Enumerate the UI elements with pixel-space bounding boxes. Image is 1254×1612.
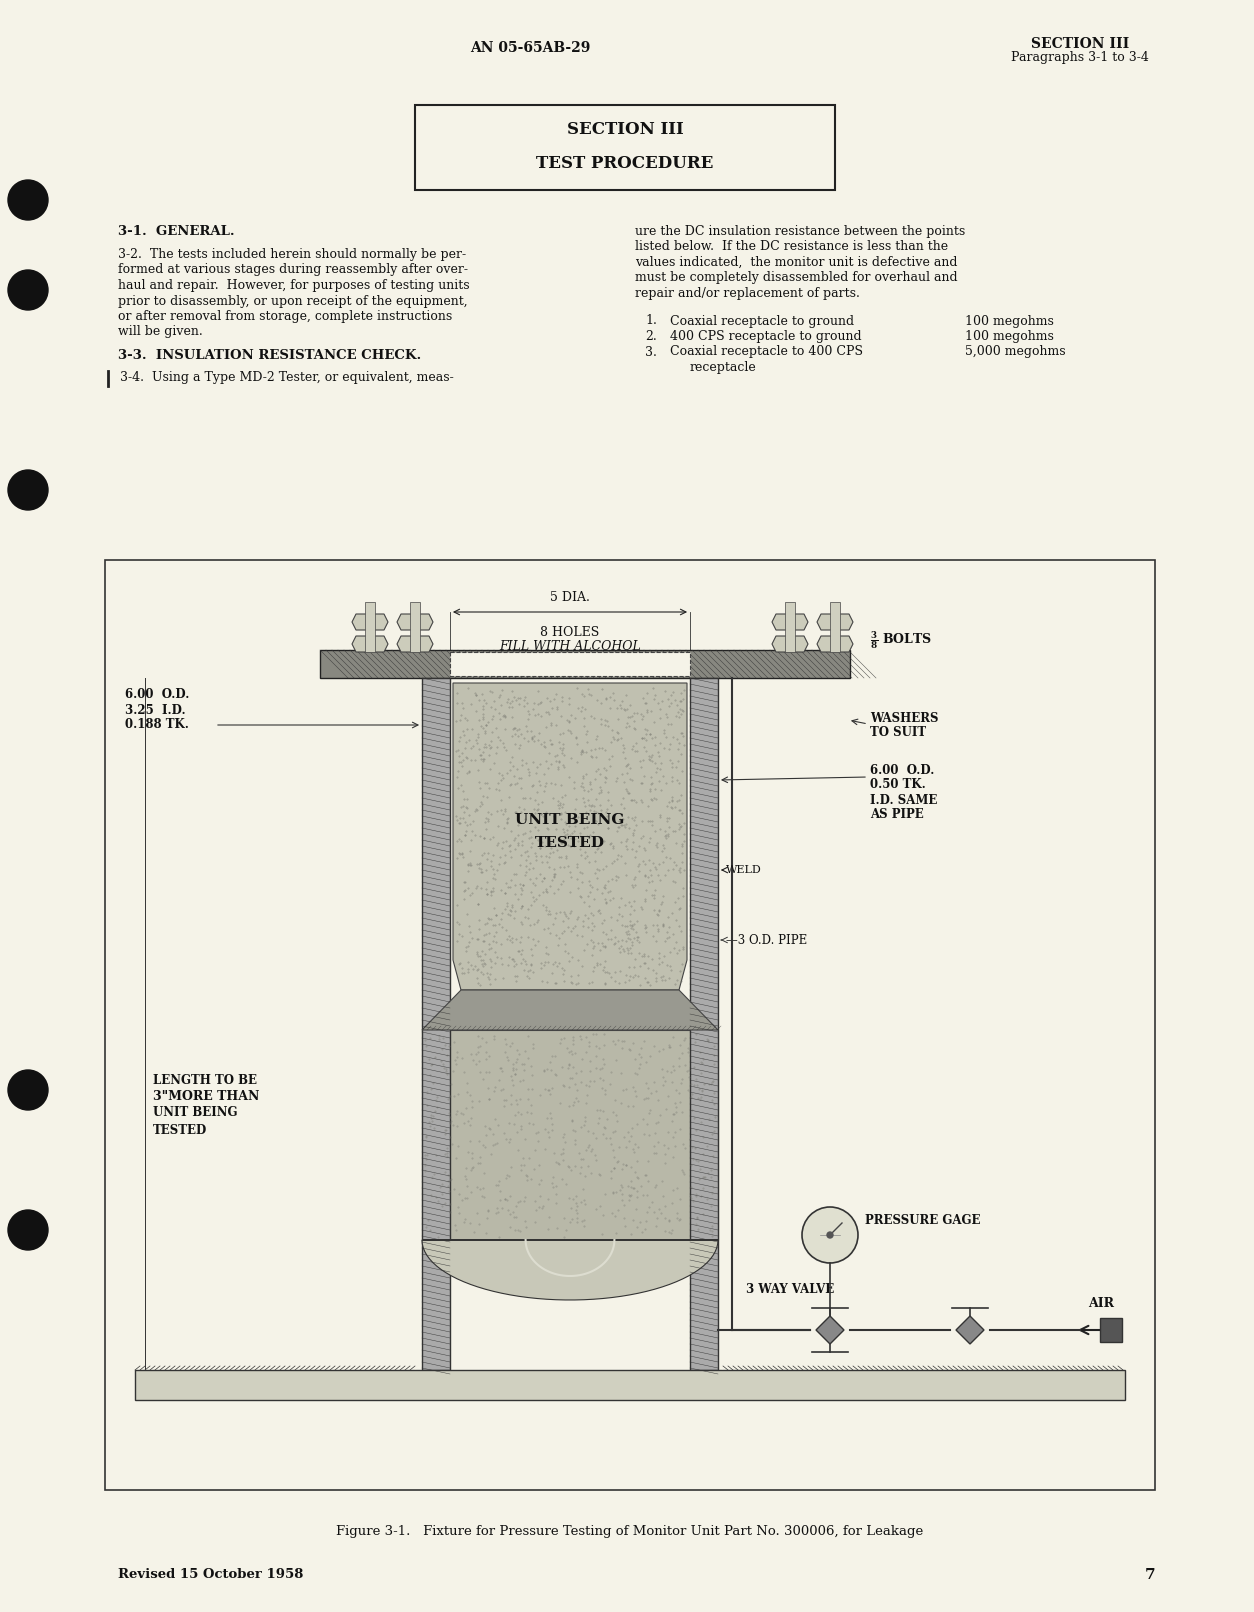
Text: 100 megohms: 100 megohms xyxy=(966,330,1053,343)
Polygon shape xyxy=(423,1240,719,1299)
Text: must be completely disassembled for overhaul and: must be completely disassembled for over… xyxy=(635,271,958,284)
Circle shape xyxy=(8,269,48,310)
Text: 5,000 megohms: 5,000 megohms xyxy=(966,345,1066,358)
Bar xyxy=(320,650,850,679)
Text: 3.: 3. xyxy=(645,345,657,358)
Text: —GASKET: —GASKET xyxy=(729,658,791,671)
Text: repair and/or replacement of parts.: repair and/or replacement of parts. xyxy=(635,287,860,300)
Bar xyxy=(423,679,450,1370)
Bar xyxy=(423,1030,719,1240)
Text: SECTION III: SECTION III xyxy=(1031,37,1129,52)
Bar xyxy=(1100,1319,1122,1343)
Text: 3"MORE THAN: 3"MORE THAN xyxy=(153,1090,260,1103)
Text: formed at various stages during reassembly after over-: formed at various stages during reassemb… xyxy=(118,263,468,277)
Circle shape xyxy=(8,181,48,219)
Text: receptacle: receptacle xyxy=(690,361,756,374)
Text: 3-1.  GENERAL.: 3-1. GENERAL. xyxy=(118,226,234,239)
Bar xyxy=(830,601,840,651)
Text: 5 DIA.: 5 DIA. xyxy=(551,592,589,604)
Text: LENGTH TO BE: LENGTH TO BE xyxy=(153,1074,257,1086)
Text: TESTED: TESTED xyxy=(535,837,604,850)
Text: TEST PROCEDURE: TEST PROCEDURE xyxy=(537,155,714,171)
Text: TESTED: TESTED xyxy=(153,1124,207,1136)
Circle shape xyxy=(8,1070,48,1111)
Text: AS PIPE: AS PIPE xyxy=(870,809,924,822)
Text: 2.: 2. xyxy=(645,330,657,343)
Text: WASHERS: WASHERS xyxy=(870,711,938,724)
Text: prior to disassembly, or upon receipt of the equipment,: prior to disassembly, or upon receipt of… xyxy=(118,295,468,308)
Circle shape xyxy=(8,1211,48,1249)
Polygon shape xyxy=(818,614,853,630)
Polygon shape xyxy=(772,614,808,630)
Text: WELD: WELD xyxy=(726,866,761,875)
Text: Revised 15 October 1958: Revised 15 October 1958 xyxy=(118,1568,303,1581)
Polygon shape xyxy=(398,637,433,651)
Text: SECTION III: SECTION III xyxy=(567,121,683,139)
Text: —FLAT PLATE: —FLAT PLATE xyxy=(756,1378,849,1391)
Text: 8 HOLES: 8 HOLES xyxy=(540,625,599,638)
Text: WELD: WELD xyxy=(599,1378,641,1391)
Text: 3-3.  INSULATION RESISTANCE CHECK.: 3-3. INSULATION RESISTANCE CHECK. xyxy=(118,350,421,363)
Text: 100 megohms: 100 megohms xyxy=(966,314,1053,327)
Bar xyxy=(690,679,719,1370)
Text: AIR: AIR xyxy=(1088,1298,1114,1311)
Bar xyxy=(410,601,420,651)
Text: PRESSURE GAGE: PRESSURE GAGE xyxy=(865,1214,981,1227)
Text: will be given.: will be given. xyxy=(118,326,203,339)
Bar xyxy=(365,601,375,651)
Polygon shape xyxy=(816,1315,844,1344)
Text: $\mathregular{\frac{3}{8}}$ BOLTS: $\mathregular{\frac{3}{8}}$ BOLTS xyxy=(870,629,932,651)
Text: Figure 3-1.   Fixture for Pressure Testing of Monitor Unit Part No. 300006, for : Figure 3-1. Fixture for Pressure Testing… xyxy=(336,1525,924,1538)
Polygon shape xyxy=(818,637,853,651)
Text: TO SUIT: TO SUIT xyxy=(870,725,927,738)
Bar xyxy=(105,559,1155,1489)
Text: AN 05-65AB-29: AN 05-65AB-29 xyxy=(470,40,591,55)
Polygon shape xyxy=(772,637,808,651)
Text: UNIT BEING: UNIT BEING xyxy=(515,812,624,827)
Text: 7: 7 xyxy=(1145,1568,1155,1581)
Circle shape xyxy=(8,471,48,509)
Text: or after removal from storage, complete instructions: or after removal from storage, complete … xyxy=(118,310,453,322)
Polygon shape xyxy=(352,614,387,630)
Bar xyxy=(785,601,795,651)
Text: Paragraphs 3-1 to 3-4: Paragraphs 3-1 to 3-4 xyxy=(1011,52,1149,64)
Polygon shape xyxy=(398,614,433,630)
Text: 6.00  O.D.: 6.00 O.D. xyxy=(870,764,934,777)
Circle shape xyxy=(803,1207,858,1262)
Text: 3 WAY VALVE: 3 WAY VALVE xyxy=(746,1283,834,1296)
Text: 400 CPS receptacle to ground: 400 CPS receptacle to ground xyxy=(670,330,861,343)
Text: haul and repair.  However, for purposes of testing units: haul and repair. However, for purposes o… xyxy=(118,279,470,292)
Text: 3-2.  The tests included herein should normally be per-: 3-2. The tests included herein should no… xyxy=(118,248,466,261)
Text: Coaxial receptacle to 400 CPS: Coaxial receptacle to 400 CPS xyxy=(670,345,863,358)
Text: I.D. SAME: I.D. SAME xyxy=(870,793,938,806)
Polygon shape xyxy=(423,990,719,1030)
Text: 6.00  O.D.: 6.00 O.D. xyxy=(125,688,189,701)
Text: 0.50 TK.: 0.50 TK. xyxy=(870,779,925,791)
Text: 3.25  I.D.: 3.25 I.D. xyxy=(125,703,186,716)
Bar xyxy=(135,1370,1125,1399)
Text: FILL WITH ALCOHOL: FILL WITH ALCOHOL xyxy=(474,640,641,661)
Text: Coaxial receptacle to ground: Coaxial receptacle to ground xyxy=(670,314,854,327)
Polygon shape xyxy=(352,637,387,651)
Text: 0.188 TK.: 0.188 TK. xyxy=(125,719,189,732)
Polygon shape xyxy=(956,1315,984,1344)
Text: UNIT BEING: UNIT BEING xyxy=(153,1106,237,1119)
Text: values indicated,  the monitor unit is defective and: values indicated, the monitor unit is de… xyxy=(635,256,958,269)
Text: 1.: 1. xyxy=(645,314,657,327)
Bar xyxy=(450,651,690,675)
Text: ure the DC insulation resistance between the points: ure the DC insulation resistance between… xyxy=(635,226,966,239)
Text: 3-4.  Using a Type MD-2 Tester, or equivalent, meas-: 3-4. Using a Type MD-2 Tester, or equiva… xyxy=(120,371,454,384)
Circle shape xyxy=(826,1232,833,1238)
Text: listed below.  If the DC resistance is less than the: listed below. If the DC resistance is le… xyxy=(635,240,948,253)
Bar xyxy=(415,105,835,190)
Polygon shape xyxy=(453,683,687,990)
Text: —3 O.D. PIPE: —3 O.D. PIPE xyxy=(726,933,808,946)
